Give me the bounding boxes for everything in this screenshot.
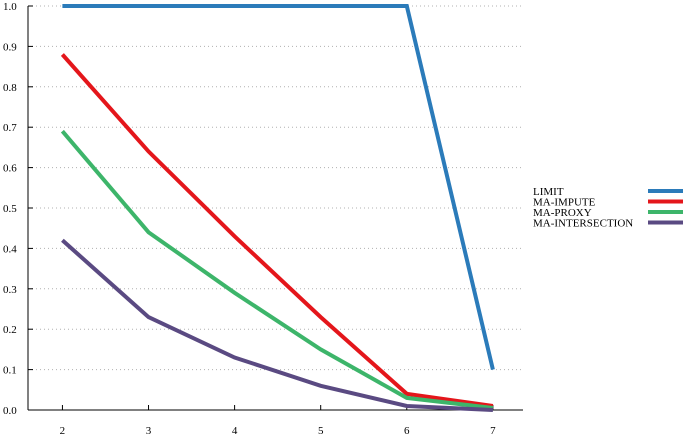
grid-lines xyxy=(28,5,523,371)
series-line-ma-impute xyxy=(60,53,494,408)
x-tick-label: 7 xyxy=(490,425,496,437)
series-line-ma-intersection xyxy=(61,238,493,412)
y-tick-label: 0.9 xyxy=(3,41,17,53)
y-axis-ticks: 0.0 0.1 0.2 0.3 0.4 0.5 0.6 0.7 0.8 0.9 1.0 xyxy=(3,1,33,417)
y-tick-label: 0.1 xyxy=(3,365,17,377)
x-tick-label: 4 xyxy=(232,425,238,437)
series-lines xyxy=(60,4,495,412)
x-tick-label: 5 xyxy=(318,425,324,437)
y-tick-label: 1.0 xyxy=(3,1,17,13)
y-tick-label: 0.3 xyxy=(3,284,17,296)
x-tick-label: 6 xyxy=(404,425,410,437)
legend-label: MA-IMPUTE xyxy=(533,197,596,209)
y-tick-label: 0.4 xyxy=(3,243,17,255)
x-tick-label: 2 xyxy=(60,425,66,437)
series-line-limit xyxy=(62,4,495,371)
y-tick-label: 0.5 xyxy=(3,203,17,215)
legend-label: MA-PROXY xyxy=(533,207,592,219)
y-tick-label: 0.0 xyxy=(3,405,17,417)
y-tick-label: 0.8 xyxy=(3,82,17,94)
x-tick-label: 3 xyxy=(146,425,152,437)
legend-label: LIMIT xyxy=(533,186,564,198)
y-tick-label: 0.2 xyxy=(3,324,17,336)
legend-label: MA-INTERSECTION xyxy=(533,218,633,230)
y-tick-label: 0.7 xyxy=(3,122,17,134)
y-tick-label: 0.6 xyxy=(3,163,17,175)
series-line-ma-proxy xyxy=(60,129,494,410)
